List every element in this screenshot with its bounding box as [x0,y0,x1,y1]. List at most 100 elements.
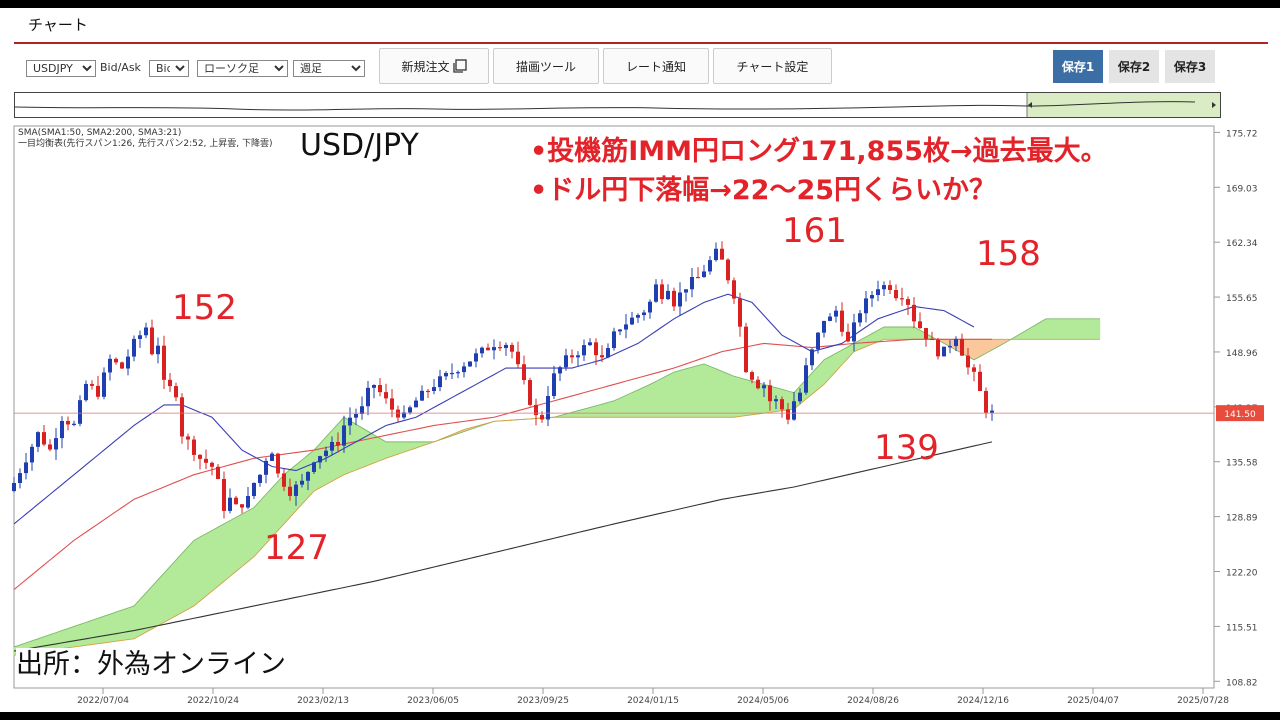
candle-up [264,460,268,475]
candle-up [252,482,256,497]
candle-down [918,321,922,329]
candle-up [312,462,316,472]
timeframe-select[interactable]: 週足 [293,60,365,77]
candle-down [510,344,514,352]
candle-up [402,412,406,418]
cloud-up-segment [607,400,615,418]
trough-label-139: 139 [874,428,939,468]
candle-down [744,326,748,373]
drawing-tools-button[interactable]: 描画ツール [493,48,599,84]
candle-up [558,367,562,374]
symbol-select[interactable]: USDJPY [26,60,96,77]
cloud-up-segment [241,510,249,567]
candle-down [240,504,244,508]
candle-down [516,351,520,365]
y-tick-label: 169.03 [1226,184,1258,194]
candle-up [630,317,634,325]
candle-up [258,474,262,483]
cloud-up-segment [667,371,675,418]
cloud-up-segment [1087,318,1095,340]
candle-up [456,372,460,374]
save-tab-2[interactable]: 保存2 [1109,50,1159,83]
candle-down [120,362,124,369]
sma50-line [13,338,992,590]
candle-up [438,376,442,388]
candle-down [222,478,226,511]
candle-down [768,385,772,402]
candle-up [366,387,370,407]
cloud-up-segment [595,403,603,418]
candle-up [78,400,82,424]
candle-down [738,298,742,327]
candle-down [528,380,532,405]
candle-down [282,473,286,487]
candle-down [894,290,898,299]
candle-up [714,248,718,261]
candle-down [288,486,292,496]
navigator-right-arrow-icon[interactable] [1212,102,1216,108]
candle-up [612,331,616,349]
candle-up [12,482,16,492]
candle-up [372,385,376,388]
new-window-icon [452,59,467,73]
cloud-up-segment [901,326,909,340]
navigator-left-arrow-icon[interactable] [1028,102,1032,108]
cloud-up-segment [649,381,657,418]
cloud-up-segment [697,363,705,418]
new-order-button[interactable]: 新規注文 [379,48,489,84]
cloud-up-segment [103,613,111,644]
chart-style-select[interactable]: ローソク足 [197,60,288,77]
candle-down [840,310,844,332]
last-price-badge [1216,405,1264,422]
cloud-up-segment [745,379,753,416]
candle-up [126,356,130,369]
cloud-up-segment [883,326,891,340]
save-tab-1-label: 保存1 [1061,60,1095,74]
trough-label-127: 127 [264,528,329,568]
x-tick-label: 2023/06/05 [407,696,459,706]
rate-alert-button[interactable]: レート通知 [603,48,709,84]
candle-down [660,284,664,300]
cloud-up-segment [115,609,123,642]
cloud-up-segment [67,626,75,649]
save-tab-1[interactable]: 保存1 [1053,50,1103,83]
cloud-up-segment [61,628,69,649]
header-divider [14,42,1268,44]
candle-up [954,338,958,347]
candle-down [216,466,220,479]
candle-up [708,260,712,272]
candle-up [798,392,802,402]
cloud-up-segment [367,430,375,466]
candle-down [732,280,736,299]
candle-down [66,420,70,425]
price-chart[interactable]: 108.82115.51122.20128.89135.58142.27148.… [0,8,1280,712]
window-title: チャート [28,16,88,34]
candle-up [24,462,28,474]
candle-up [822,320,826,333]
cloud-up-segment [889,326,897,340]
save-tab-3[interactable]: 保存3 [1165,50,1215,83]
cloud-up-segment [709,366,717,418]
y-tick-label: 128.89 [1226,514,1258,524]
cloud-up-segment [1075,318,1083,340]
candle-up [564,355,568,368]
candle-down [396,409,400,418]
candle-up [36,432,40,447]
cloud-up-segment [169,559,177,620]
candle-up [348,417,352,426]
chart-settings-button[interactable]: チャート設定 [713,48,832,84]
cloud-up-segment [739,377,747,417]
candle-up [858,313,862,323]
navigator-bar[interactable] [14,92,1221,118]
cloud-up-segment [91,617,99,645]
cloud-up-segment [1063,318,1071,340]
bidask-select[interactable]: Bid [149,60,189,77]
cloud-up-segment [703,363,711,418]
candle-up [270,453,274,461]
candle-up [870,295,874,299]
candle-up [420,390,424,401]
candle-up [300,480,304,485]
navigator-line [14,101,1196,111]
candle-up [138,335,142,339]
ichimoku-legend: 一目均衡表(先行スパン1:26, 先行スパン2:52, 上昇雲, 下降雲) [18,139,273,149]
